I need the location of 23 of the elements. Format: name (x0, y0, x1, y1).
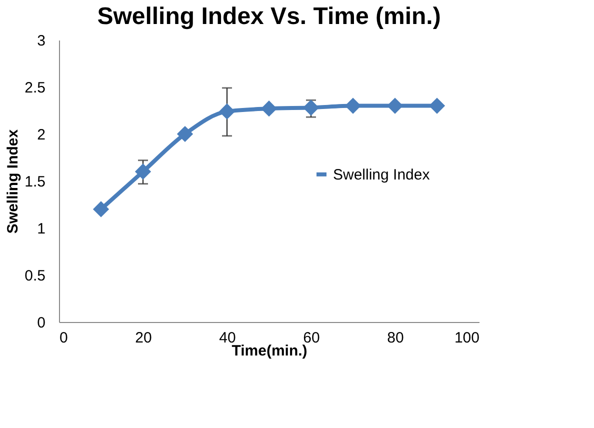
x-tick-label: 80 (387, 330, 404, 346)
point (302, 100, 320, 116)
y-tick-label: 0.5 (24, 268, 46, 284)
point (218, 103, 236, 120)
point (134, 164, 152, 180)
point (176, 126, 194, 142)
y-tick-label: 2.5 (24, 80, 46, 96)
y-tick-label: 1.5 (24, 174, 46, 190)
point (260, 100, 278, 117)
y-axis-title: Swelling Index (4, 128, 22, 234)
point (344, 98, 362, 114)
y-tick-label: 0 (37, 314, 46, 332)
y-tick-label: 1 (37, 220, 46, 238)
point (428, 98, 446, 114)
point (92, 201, 110, 218)
x-tick-label: 20 (135, 330, 152, 346)
point (386, 98, 404, 114)
chart-title: Swelling Index Vs. Time (min.) (97, 3, 441, 30)
x-tick-label: 0 (60, 330, 68, 346)
y-tick-label: 3 (37, 32, 46, 50)
y-tick-label: 2 (37, 126, 46, 144)
legend-label: Swelling Index (333, 166, 430, 184)
x-tick-label: 100 (454, 330, 480, 346)
